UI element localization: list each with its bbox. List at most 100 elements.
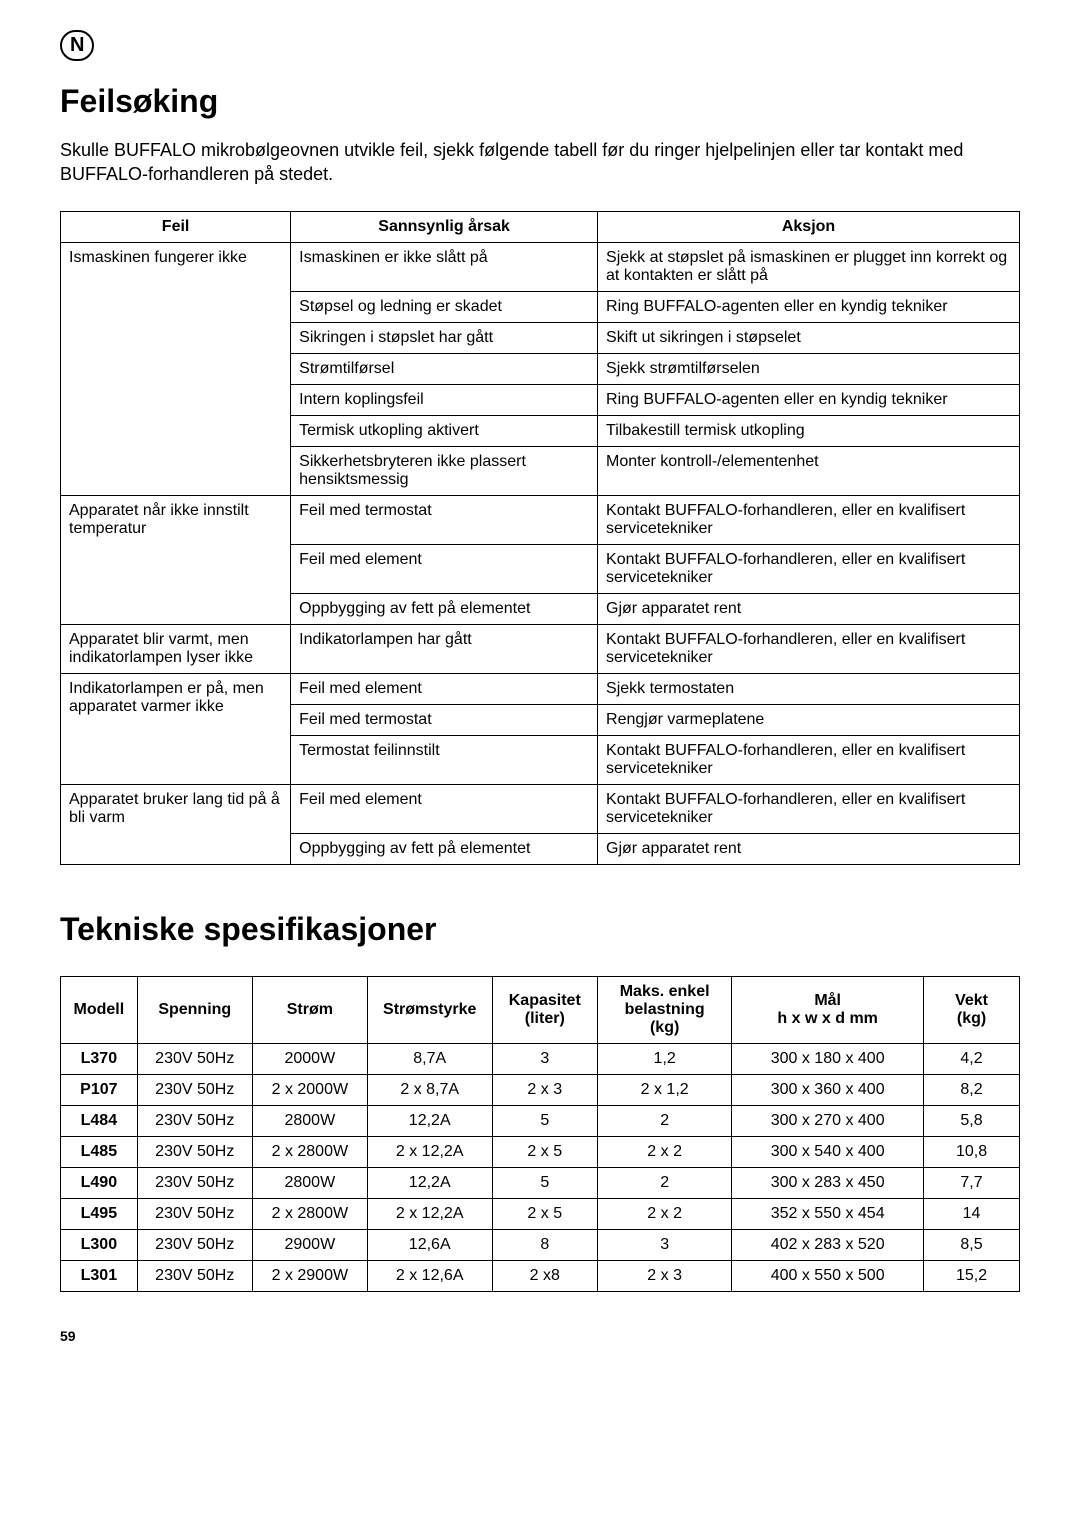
cause-cell: Feil med element [291,673,598,704]
fault-cell: Apparatet bruker lang tid på å bli varm [61,784,291,864]
spec-header: Maks. enkel belastning(kg) [598,976,732,1043]
spec-cell: 1,2 [598,1043,732,1074]
action-cell: Kontakt BUFFALO-forhandleren, eller en k… [598,495,1020,544]
spec-cell: 8 [492,1229,597,1260]
action-cell: Rengjør varmeplatene [598,704,1020,735]
spec-header: Målh x w x d mm [732,976,924,1043]
spec-cell: 8,5 [924,1229,1020,1260]
spec-header: Strøm [252,976,367,1043]
table-header: Feil [61,211,291,242]
fault-cell: Apparatet blir varmt, men indikatorlampe… [61,624,291,673]
spec-cell: 2 x 12,2A [367,1136,492,1167]
spec-header: Vekt(kg) [924,976,1020,1043]
cause-cell: Indikatorlampen har gått [291,624,598,673]
language-badge: N [60,30,94,61]
action-cell: Skift ut sikringen i støpselet [598,322,1020,353]
spec-cell: 4,2 [924,1043,1020,1074]
specs-table: ModellSpenningStrømStrømstyrkeKapasitet(… [60,976,1020,1292]
spec-cell: 8,7A [367,1043,492,1074]
spec-cell: 2800W [252,1167,367,1198]
spec-cell: 10,8 [924,1136,1020,1167]
spec-cell: 15,2 [924,1260,1020,1291]
cause-cell: Feil med termostat [291,495,598,544]
spec-cell: 400 x 550 x 500 [732,1260,924,1291]
spec-cell: 3 [492,1043,597,1074]
spec-cell: 2 x 5 [492,1136,597,1167]
spec-cell: 8,2 [924,1074,1020,1105]
badge-letter: N [70,34,84,56]
model-cell: L300 [61,1229,138,1260]
spec-cell: 2000W [252,1043,367,1074]
page-number: 59 [60,1328,1020,1344]
model-cell: L370 [61,1043,138,1074]
spec-cell: 12,2A [367,1105,492,1136]
spec-cell: 2 x 2000W [252,1074,367,1105]
spec-cell: 2 x 2 [598,1198,732,1229]
spec-cell: 2 x 2 [598,1136,732,1167]
spec-cell: 230V 50Hz [137,1167,252,1198]
model-cell: L495 [61,1198,138,1229]
action-cell: Kontakt BUFFALO-forhandleren, eller en k… [598,624,1020,673]
spec-cell: 2 [598,1105,732,1136]
spec-cell: 3 [598,1229,732,1260]
spec-cell: 352 x 550 x 454 [732,1198,924,1229]
spec-header: Strømstyrke [367,976,492,1043]
spec-cell: 230V 50Hz [137,1136,252,1167]
fault-cell: Apparatet når ikke innstilt temperatur [61,495,291,624]
spec-cell: 7,7 [924,1167,1020,1198]
cause-cell: Oppbygging av fett på elementet [291,833,598,864]
spec-cell: 12,2A [367,1167,492,1198]
model-cell: L490 [61,1167,138,1198]
spec-cell: 2 x 3 [598,1260,732,1291]
fault-cell: Ismaskinen fungerer ikke [61,242,291,495]
cause-cell: Støpsel og ledning er skadet [291,291,598,322]
spec-cell: 14 [924,1198,1020,1229]
cause-cell: Sikkerhetsbryteren ikke plassert hensikt… [291,446,598,495]
cause-cell: Strømtilførsel [291,353,598,384]
spec-cell: 2 x 3 [492,1074,597,1105]
spec-header: Modell [61,976,138,1043]
spec-cell: 2 x 5 [492,1198,597,1229]
action-cell: Kontakt BUFFALO-forhandleren, eller en k… [598,544,1020,593]
spec-cell: 230V 50Hz [137,1105,252,1136]
cause-cell: Feil med element [291,784,598,833]
action-cell: Gjør apparatet rent [598,833,1020,864]
model-cell: L484 [61,1105,138,1136]
action-cell: Gjør apparatet rent [598,593,1020,624]
spec-header: Spenning [137,976,252,1043]
cause-cell: Feil med termostat [291,704,598,735]
troubleshooting-table: FeilSannsynlig årsakAksjonIsmaskinen fun… [60,211,1020,865]
spec-cell: 230V 50Hz [137,1043,252,1074]
spec-cell: 5 [492,1105,597,1136]
cause-cell: Ismaskinen er ikke slått på [291,242,598,291]
action-cell: Tilbakestill termisk utkopling [598,415,1020,446]
spec-cell: 230V 50Hz [137,1260,252,1291]
spec-header: Kapasitet(liter) [492,976,597,1043]
spec-cell: 5,8 [924,1105,1020,1136]
spec-cell: 402 x 283 x 520 [732,1229,924,1260]
action-cell: Kontakt BUFFALO-forhandleren, eller en k… [598,784,1020,833]
spec-cell: 2 x 2800W [252,1136,367,1167]
spec-cell: 300 x 283 x 450 [732,1167,924,1198]
action-cell: Sjekk termostaten [598,673,1020,704]
cause-cell: Termisk utkopling aktivert [291,415,598,446]
spec-cell: 12,6A [367,1229,492,1260]
cause-cell: Sikringen i støpslet har gått [291,322,598,353]
page-container: N Feilsøking Skulle BUFFALO mikrobølgeov… [0,0,1080,1384]
cause-cell: Oppbygging av fett på elementet [291,593,598,624]
action-cell: Monter kontroll-/elementenhet [598,446,1020,495]
action-cell: Sjekk at støpslet på ismaskinen er plugg… [598,242,1020,291]
spec-cell: 300 x 540 x 400 [732,1136,924,1167]
section-title-troubleshooting: Feilsøking [60,83,1020,120]
spec-cell: 230V 50Hz [137,1198,252,1229]
intro-paragraph: Skulle BUFFALO mikrobølgeovnen utvikle f… [60,138,1020,187]
model-cell: P107 [61,1074,138,1105]
spec-cell: 300 x 270 x 400 [732,1105,924,1136]
action-cell: Sjekk strømtilførselen [598,353,1020,384]
spec-cell: 300 x 360 x 400 [732,1074,924,1105]
spec-cell: 300 x 180 x 400 [732,1043,924,1074]
action-cell: Ring BUFFALO-agenten eller en kyndig tek… [598,384,1020,415]
spec-cell: 2 x 2800W [252,1198,367,1229]
section-title-specs: Tekniske spesifikasjoner [60,911,1020,948]
fault-cell: Indikatorlampen er på, men apparatet var… [61,673,291,784]
